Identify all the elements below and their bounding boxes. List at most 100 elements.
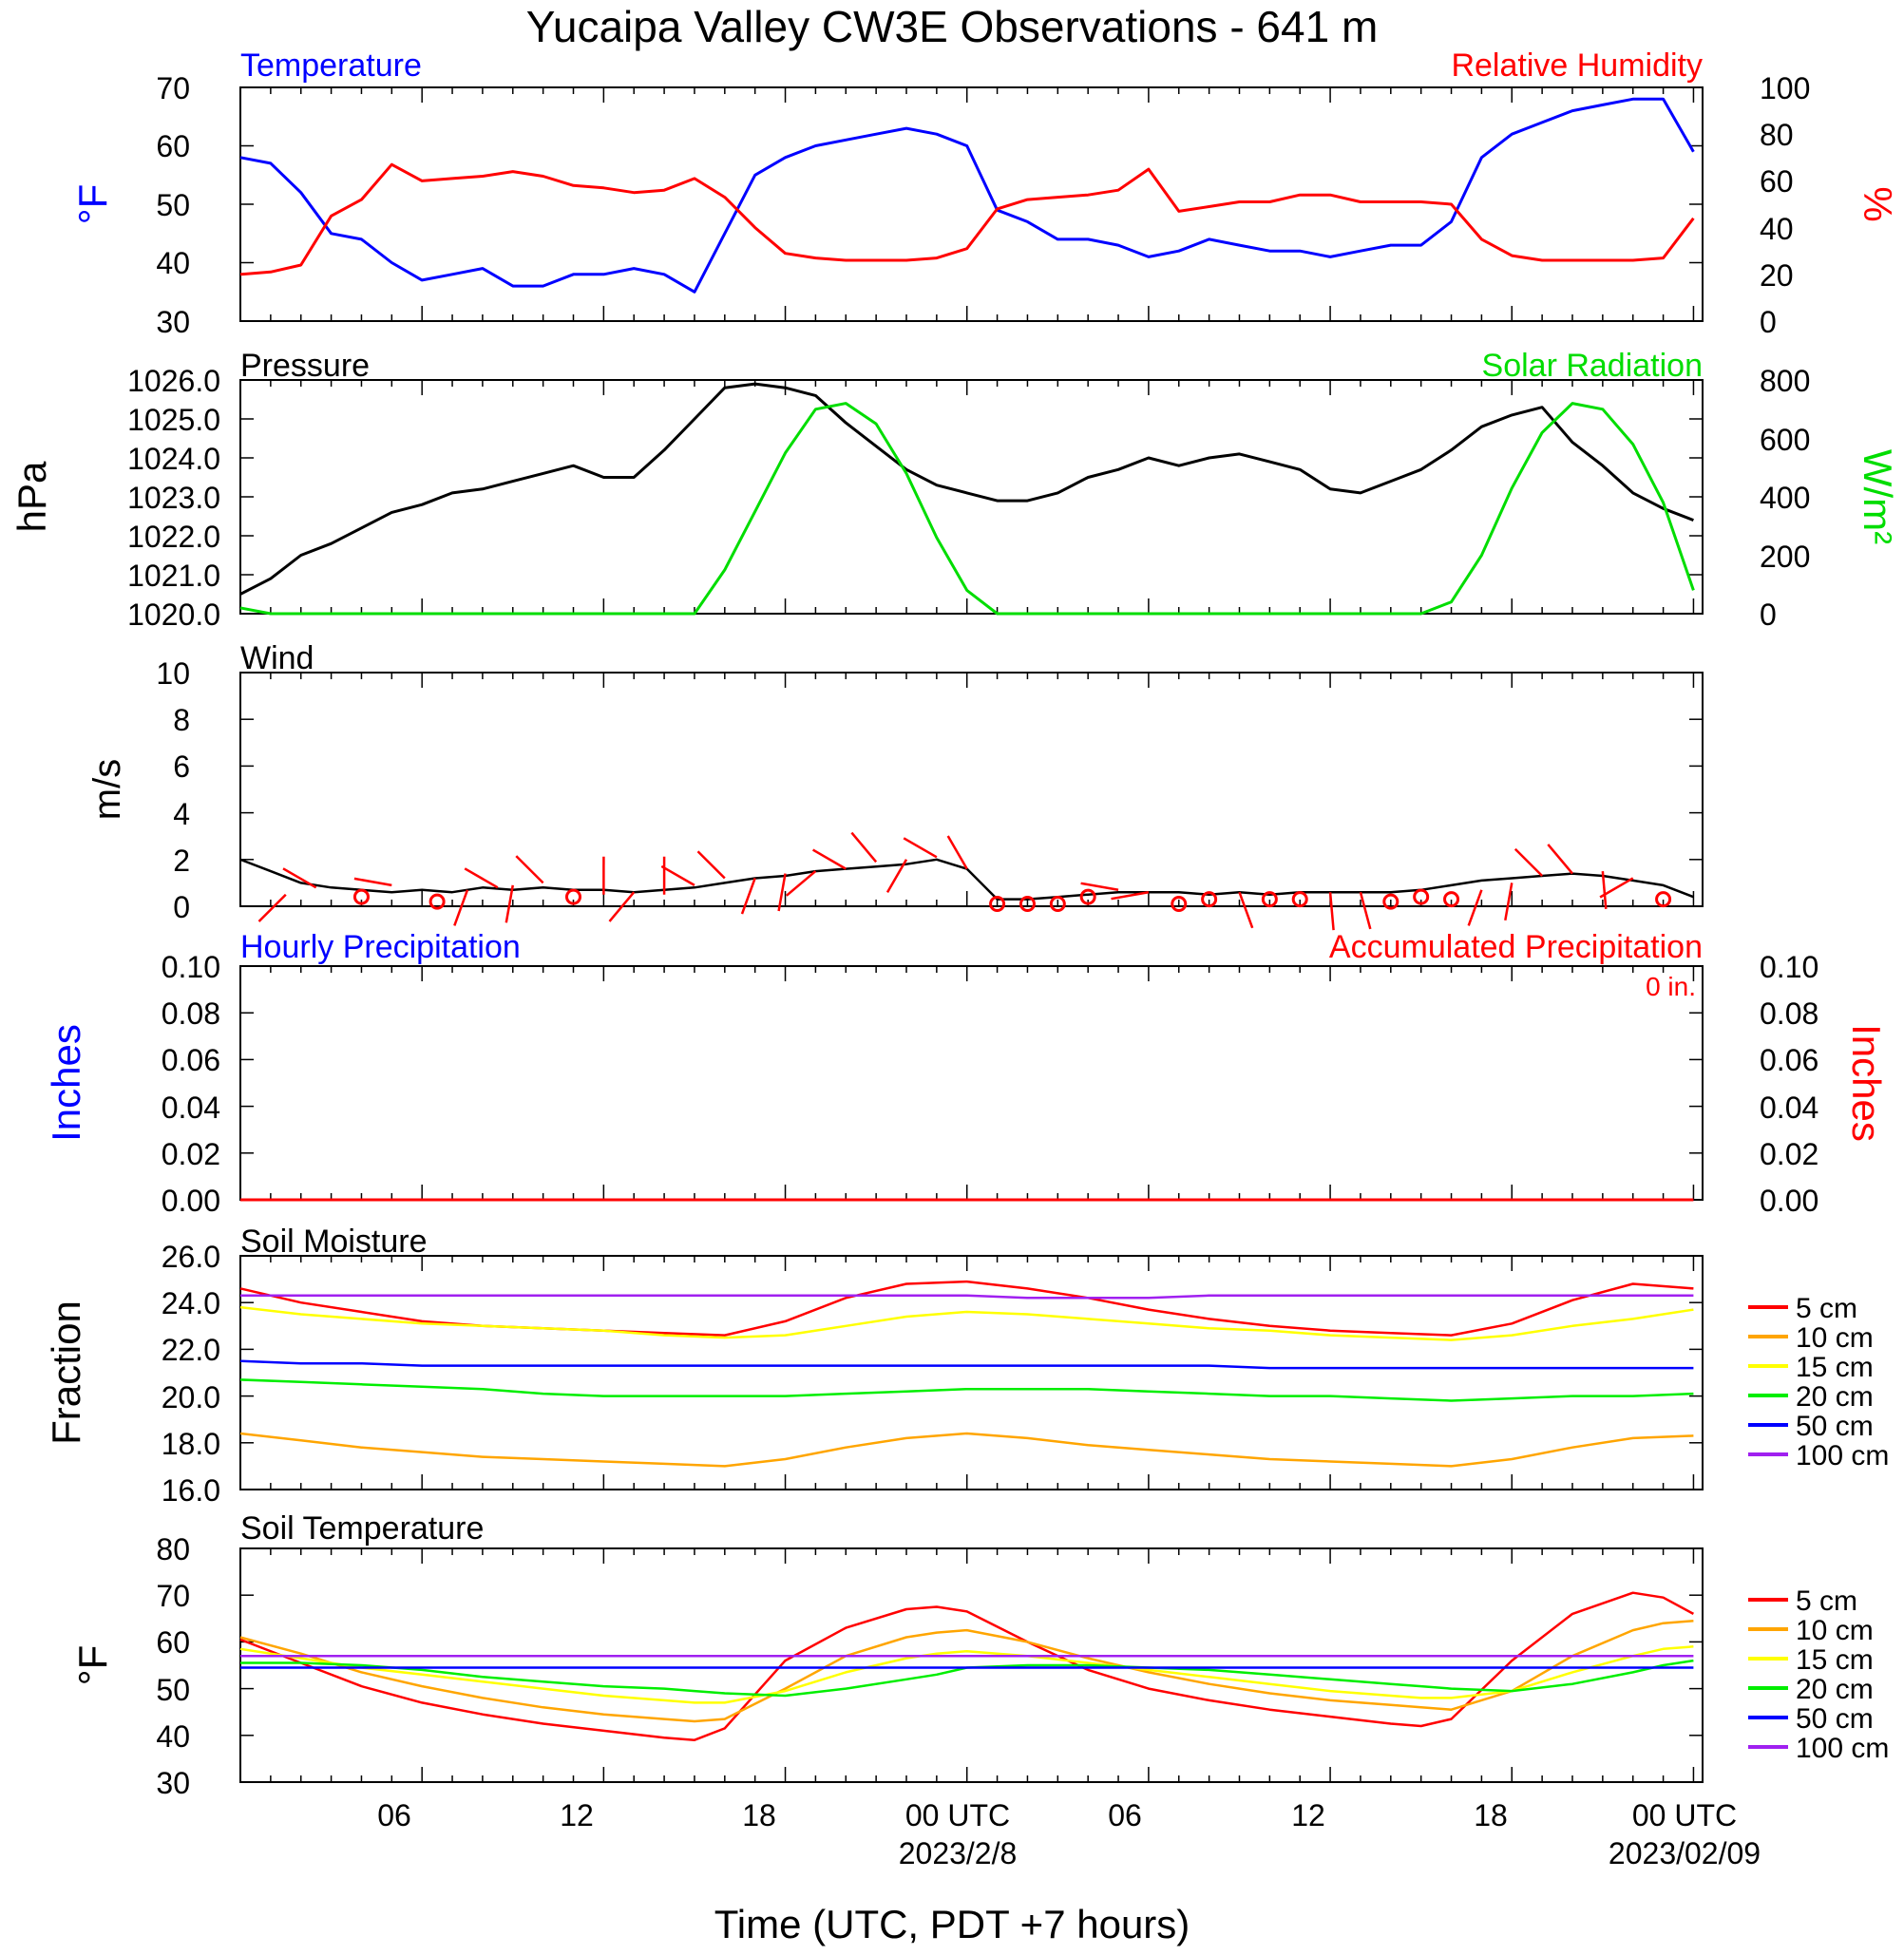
soil-moisture-title: Soil Moisture [240, 1224, 428, 1260]
wind-calm-marker [428, 893, 446, 910]
x-tick-date: 2023/2/8 [899, 1836, 1018, 1870]
tick-label: 10 [156, 656, 190, 691]
tick-label: 60 [1760, 164, 1794, 199]
legend-label: 15 cm [1796, 1644, 1874, 1676]
tick-label: 22.0 [162, 1333, 220, 1367]
panel-frame [239, 672, 1704, 907]
wind-calm-marker [989, 896, 1006, 913]
solar-title: Solar Radiation [1482, 348, 1703, 384]
tick-label: 1021.0 [127, 559, 220, 593]
series-soil-temp-10-cm [239, 1620, 1694, 1723]
wind-calm-marker [564, 888, 581, 905]
series-soil-moisture-100-cm [240, 1294, 1694, 1300]
series-relative-humidity [239, 162, 1695, 276]
wind-calm-marker [1655, 891, 1672, 908]
wind-calm-marker [1291, 891, 1308, 908]
wind-calm-marker [1201, 891, 1218, 908]
humidity-tick-labels: 0 20 40 60 80 100 [1760, 71, 1810, 339]
wind-barb [1514, 847, 1544, 877]
series-soil-moisture-10-cm [239, 1432, 1694, 1468]
soil-moisture-tick-labels: 16.0 18.0 20.0 22.0 24.0 26.0 [162, 1240, 220, 1508]
series-soil-moisture-50-cm [239, 1359, 1694, 1370]
tick-label: 200 [1760, 540, 1810, 574]
wind-barb [1467, 889, 1483, 926]
wind-tick-labels: 0 2 4 6 8 10 [156, 656, 190, 924]
tick-label: 40 [156, 1719, 190, 1754]
soil-moisture-axis-label: Fraction [44, 1300, 88, 1445]
panel-soil-moisture: Soil Moisture Fraction 16.0 18.0 20.0 22… [44, 1224, 1889, 1508]
wind-barb [885, 859, 908, 894]
wind-calm-marker [1171, 896, 1188, 913]
x-tick-label: 18 [1474, 1798, 1508, 1832]
tick-label: 0.02 [1760, 1137, 1818, 1171]
tick-label: 600 [1760, 423, 1810, 457]
tick-label: 24.0 [162, 1286, 220, 1320]
wind-barb [515, 855, 544, 884]
tick-label: 0.08 [1760, 996, 1818, 1031]
wind-axis-label: m/s [86, 759, 128, 820]
tick-label: 0 [1760, 598, 1777, 632]
wind-barb [453, 889, 469, 926]
wind-barb [353, 877, 392, 887]
tick-label: 1024.0 [127, 442, 220, 476]
tick-label: 0.06 [1760, 1043, 1818, 1077]
wind-barb [1599, 877, 1634, 899]
tick-label: 8 [173, 703, 190, 737]
tick-label: 20.0 [162, 1380, 220, 1414]
tick-label: 400 [1760, 481, 1810, 515]
wind-calm-marker [1443, 891, 1460, 908]
x-tick-label: 12 [1291, 1798, 1325, 1832]
tick-label: 2 [173, 844, 190, 878]
pressure-title: Pressure [240, 348, 370, 384]
wind-barb [257, 893, 287, 922]
wind-barb [1111, 891, 1150, 901]
wind-calm-marker [352, 888, 370, 905]
tick-label: 50 [156, 188, 190, 222]
tick-label: 0.08 [162, 996, 220, 1031]
wind-calm-marker [1049, 896, 1066, 913]
series-soil-moisture-15-cm [239, 1305, 1694, 1341]
wind-calm-marker [1019, 896, 1036, 913]
wind-barb [608, 891, 636, 922]
x-tick-label: 06 [377, 1798, 411, 1832]
wind-barb [903, 837, 938, 859]
soil-temperature-title: Soil Temperature [240, 1510, 484, 1547]
temperature-axis-label: °F [70, 184, 115, 224]
legend-label: 20 cm [1796, 1674, 1874, 1705]
tick-label: 0.10 [162, 950, 220, 984]
accum-precip-total: 0 in. [1646, 972, 1696, 1001]
solar-axis-label: W/m² [1856, 449, 1900, 544]
tick-label: 0.06 [162, 1043, 220, 1077]
chart-title: Yucaipa Valley CW3E Observations - 641 m [526, 2, 1379, 51]
tick-label: 80 [1760, 118, 1794, 152]
legend-label: 50 cm [1796, 1411, 1874, 1442]
series-soil-temp-5-cm [239, 1591, 1694, 1741]
legend-label: 100 cm [1796, 1733, 1889, 1764]
x-axis-label: Time (UTC, PDT +7 hours) [714, 1902, 1190, 1946]
temperature-title: Temperature [240, 47, 422, 84]
tick-label: 1026.0 [127, 364, 220, 398]
wind-barb [1238, 891, 1254, 929]
tick-label: 0.00 [162, 1184, 220, 1218]
x-tick-label: 12 [560, 1798, 594, 1832]
soil-temperature-legend: 5 cm 10 cm 15 cm 20 cm 50 cm 100 cm [1748, 1585, 1889, 1764]
tick-label: 60 [156, 1625, 190, 1660]
wind-calm-marker [1382, 893, 1399, 910]
series-soil-moisture-20-cm [239, 1378, 1694, 1402]
temperature-tick-labels: 30 40 50 60 70 [156, 71, 190, 339]
wind-barb [282, 867, 317, 889]
tick-label: 0.04 [1760, 1091, 1818, 1125]
humidity-axis-label: % [1856, 186, 1900, 221]
tick-label: 1025.0 [127, 403, 220, 437]
tick-label: 0 [173, 890, 190, 924]
tick-label: 40 [1760, 212, 1794, 246]
wind-barb [946, 835, 968, 870]
tick-label: 0.02 [162, 1137, 220, 1171]
wind-calm-marker [1413, 888, 1430, 905]
accum-precip-axis-label: Inches [1844, 1024, 1889, 1142]
wind-calm-marker [1079, 888, 1096, 905]
x-tick-label: 00 UTC [905, 1798, 1010, 1832]
wind-barb [811, 848, 847, 870]
